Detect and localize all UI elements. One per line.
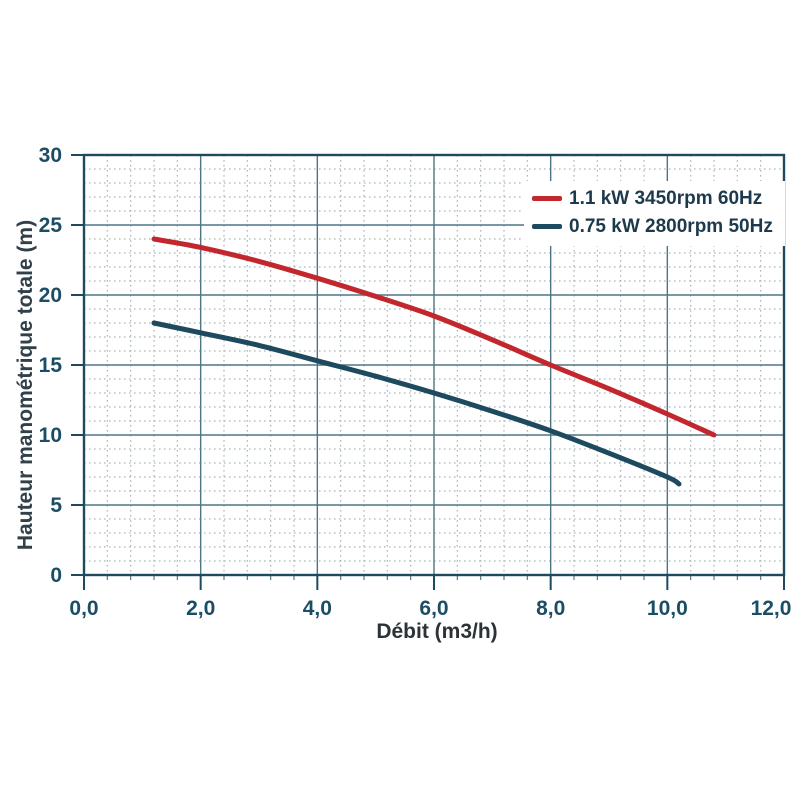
y-tick-label: 15 [39,354,63,377]
x-tick-label: 10,0 [647,597,688,620]
y-tick-label: 30 [39,144,62,167]
y-tick-label: 0 [50,564,62,587]
y-tick-label: 25 [39,214,63,237]
series-line-0 [151,236,717,438]
legend-swatch-red-line [532,196,562,201]
x-tick-label: 8,0 [536,597,565,620]
legend-item-60hz: 1.1 kW 3450rpm 60Hz [532,186,773,211]
y-tick-label: 5 [50,494,62,517]
y-axis-title: Hauteur manométrique totale (m) [14,219,37,551]
y-tick-label: 10 [39,424,62,447]
x-tick-label: 2,0 [186,597,215,620]
legend-item-50hz: 0.75 kW 2800rpm 50Hz [532,214,773,239]
y-tick-label: 20 [39,284,62,307]
x-tick-label: 0,0 [69,597,98,620]
x-axis-title: Débit (m3/h) [376,620,498,643]
legend: 1.1 kW 3450rpm 60Hz 0.75 kW 2800rpm 50Hz [524,181,785,246]
legend-swatch-navy-line [532,224,562,229]
x-tick-label: 12,0 [751,597,792,620]
legend-label-60hz: 1.1 kW 3450rpm 60Hz [569,187,763,209]
x-tick-label: 6,0 [419,597,448,620]
series-line-1 [151,320,682,487]
x-tick-label: 4,0 [303,597,332,620]
legend-label-50hz: 0.75 kW 2800rpm 50Hz [569,215,773,237]
